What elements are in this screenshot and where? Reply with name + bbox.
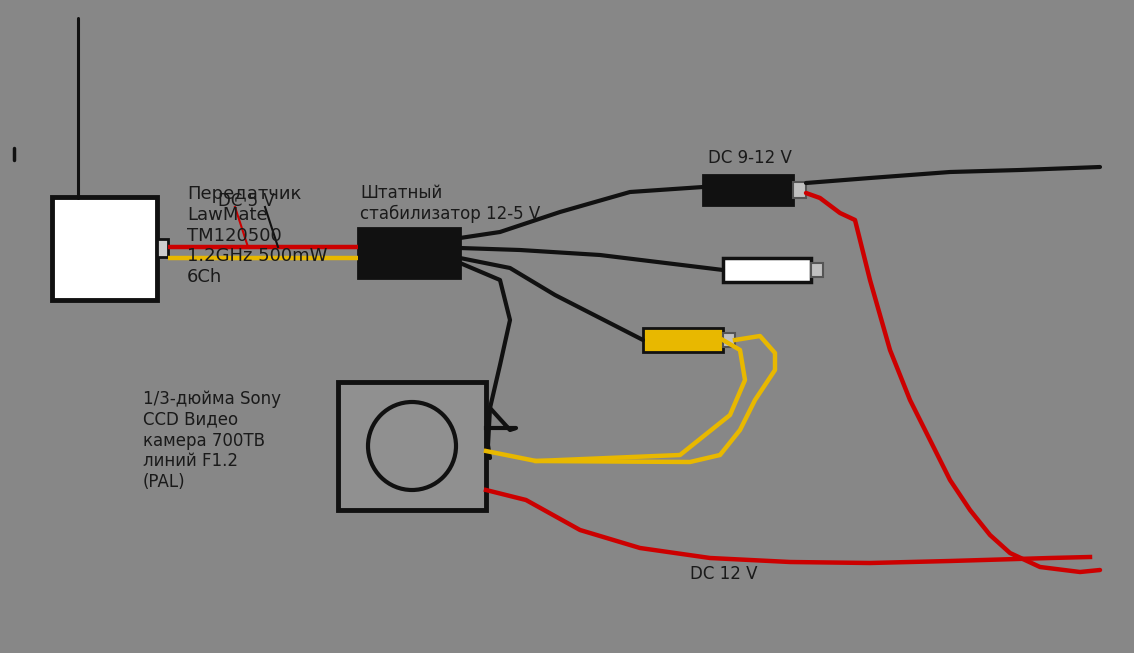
Bar	[723, 333, 735, 347]
Text: DC 12 V: DC 12 V	[689, 565, 758, 583]
Bar	[358, 228, 460, 278]
Bar	[793, 182, 806, 198]
Text: Передатчик
LawMate
ТМ120500
1.2GHz 500mW
6Ch: Передатчик LawMate ТМ120500 1.2GHz 500mW…	[187, 185, 328, 286]
Text: 1/3-дюйма Sony
CCD Видео
камера 700ТВ
линий F1.2
(PAL): 1/3-дюйма Sony CCD Видео камера 700ТВ ли…	[143, 390, 281, 491]
Bar	[643, 328, 723, 352]
Bar	[703, 175, 793, 205]
Text: DC 5 V: DC 5 V	[218, 192, 274, 210]
Bar	[723, 258, 811, 282]
Bar	[52, 197, 156, 300]
Text: Штатный
стабилизатор 12-5 V: Штатный стабилизатор 12-5 V	[359, 184, 540, 223]
Bar	[811, 263, 823, 277]
Circle shape	[369, 402, 456, 490]
Bar	[338, 382, 486, 510]
Bar	[156, 239, 168, 257]
Text: DC 9-12 V: DC 9-12 V	[708, 149, 792, 167]
